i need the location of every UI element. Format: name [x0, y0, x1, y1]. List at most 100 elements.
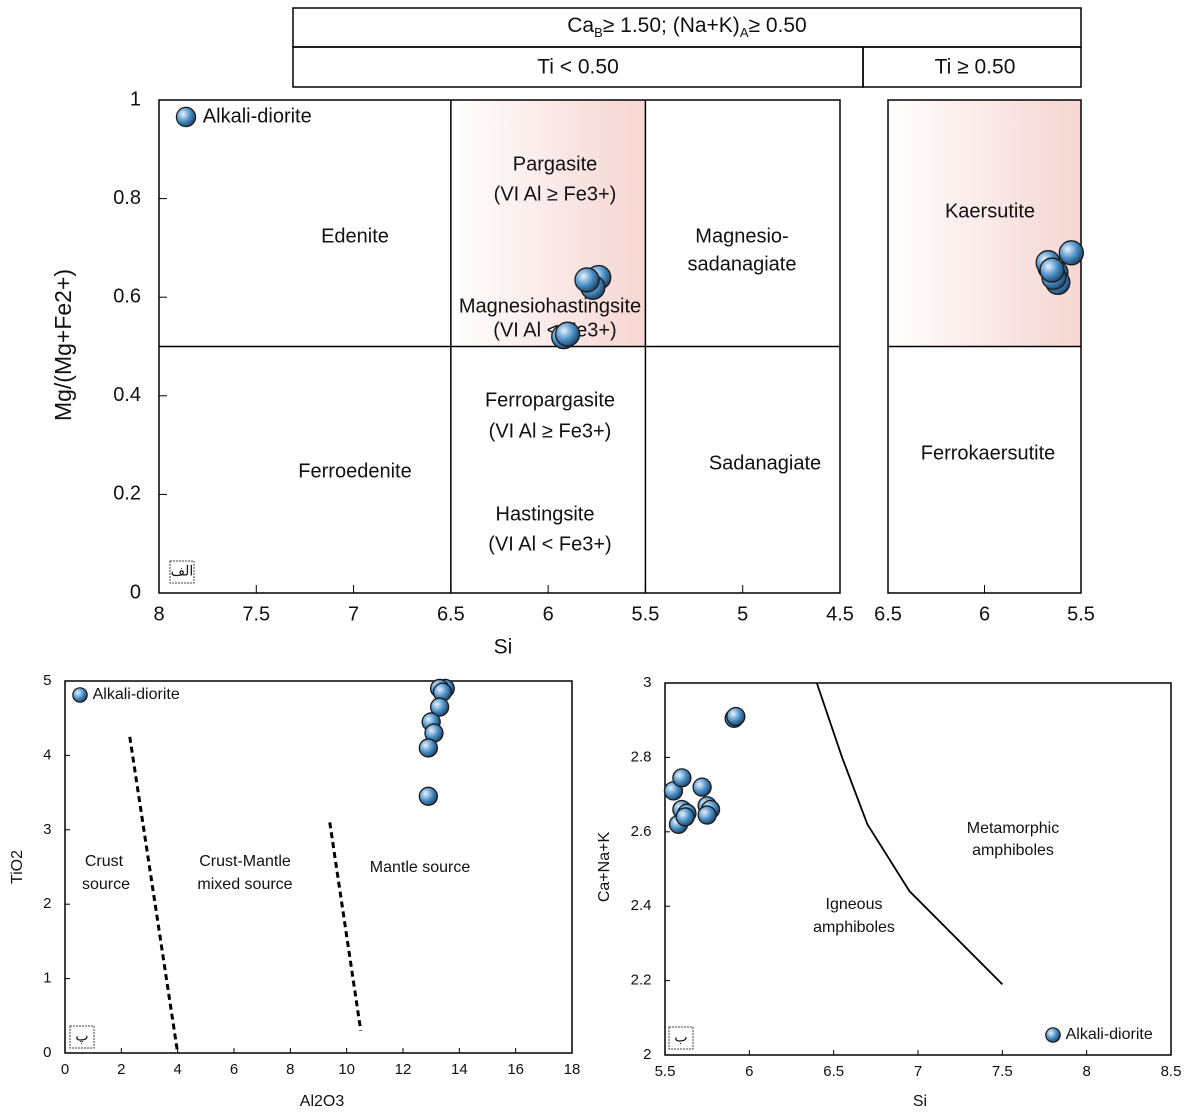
- shaded-region: [450, 100, 646, 347]
- x-axis-label: Al2O3: [300, 1093, 345, 1110]
- x-tick-label: 12: [395, 1061, 412, 1078]
- region-label: amphiboles: [813, 919, 895, 936]
- x-tick-label: 18: [564, 1061, 581, 1078]
- region-label: Sadanagiate: [709, 452, 821, 474]
- region-label: (VI Al ≥ Fe3+): [489, 420, 612, 442]
- x-tick-label: 7: [348, 603, 359, 625]
- subscript: A: [740, 25, 749, 40]
- x-tick-label: 5.5: [1067, 603, 1095, 625]
- y-tick-label: 1: [43, 970, 51, 987]
- panel-label-box: [169, 560, 195, 584]
- region-label: Ferrokaersutite: [921, 442, 1056, 464]
- region-label: Metamorphic: [967, 820, 1059, 837]
- field-boundary: [128, 736, 180, 1054]
- region-label: Magnesiohastingsite: [459, 295, 641, 317]
- x-tick-label: 6.5: [874, 603, 902, 625]
- header-box: [862, 46, 1082, 88]
- plot-frame: [664, 682, 1172, 1056]
- field-boundary: [815, 682, 1003, 985]
- x-tick-label: 8.5: [1161, 1063, 1182, 1080]
- data-point: [726, 706, 746, 727]
- x-tick-label: 6.5: [823, 1063, 844, 1080]
- region-label: Ferropargasite: [485, 389, 615, 411]
- data-point: [1058, 240, 1084, 266]
- x-tick-label: 7: [914, 1063, 922, 1080]
- x-tick-label: 5: [737, 603, 748, 625]
- panel-label: الف: [171, 563, 194, 579]
- legend-label: Alkali-diorite: [93, 686, 180, 703]
- region-label: mixed source: [197, 876, 292, 893]
- y-tick-label: 0: [130, 581, 141, 603]
- plot-frame: [64, 680, 573, 1054]
- region-label: Edenite: [321, 225, 389, 247]
- x-tick-label: 7.5: [992, 1063, 1013, 1080]
- region-label: amphiboles: [972, 842, 1054, 859]
- x-tick-label: 2: [117, 1061, 125, 1078]
- x-tick-label: 6: [979, 603, 990, 625]
- y-tick-label: 1: [130, 88, 141, 110]
- x-tick-label: 5.5: [655, 1063, 676, 1080]
- x-tick-label: 7.5: [242, 603, 270, 625]
- panel-label: پ: [75, 1028, 88, 1045]
- region-label: Hastingsite: [496, 503, 595, 525]
- data-point: [1039, 257, 1065, 283]
- y-tick-label: 3: [643, 674, 651, 691]
- y-axis-label: Ca+Na+K: [596, 832, 613, 903]
- x-tick-label: 6.5: [437, 603, 465, 625]
- region-label: Igneous: [826, 896, 883, 913]
- x-tick-label: 10: [338, 1061, 355, 1078]
- region-label: Kaersutite: [945, 200, 1035, 222]
- header-text: Ti < 0.50: [537, 56, 619, 79]
- y-tick-label: 3: [43, 821, 51, 838]
- legend-label: Alkali-diorite: [1066, 1026, 1153, 1043]
- x-tick-label: 6: [543, 603, 554, 625]
- legend-marker: [1045, 1027, 1061, 1043]
- data-point: [574, 267, 600, 293]
- y-tick-label: 2.8: [631, 748, 652, 765]
- region-label: sadanagiate: [688, 253, 797, 275]
- header-text: Ti ≥ 0.50: [935, 56, 1016, 79]
- y-tick-label: 2: [43, 895, 51, 912]
- region-label: Pargasite: [513, 153, 598, 175]
- x-tick-label: 4.5: [826, 603, 854, 625]
- y-tick-label: 2.6: [631, 823, 652, 840]
- x-axis-label: Si: [494, 636, 513, 659]
- x-tick-label: 0: [61, 1061, 69, 1078]
- y-tick-label: 0.6: [113, 285, 141, 307]
- y-tick-label: 0.4: [113, 384, 141, 406]
- region-label: Magnesio-: [695, 225, 788, 247]
- data-point: [554, 321, 581, 347]
- x-tick-label: 8: [1082, 1063, 1090, 1080]
- x-tick-label: 16: [507, 1061, 524, 1078]
- super-header: CaB≥ 1.50; (Na+K)A≥ 0.50: [567, 14, 806, 41]
- y-tick-label: 0.8: [113, 187, 141, 209]
- x-tick-label: 8: [286, 1061, 294, 1078]
- x-axis-label: Si: [913, 1093, 927, 1110]
- subscript: B: [594, 25, 603, 40]
- y-tick-label: 0.2: [113, 483, 141, 505]
- x-tick-label: 8: [153, 603, 164, 625]
- y-tick-label: 4: [43, 746, 51, 763]
- panel-label-box: [69, 1025, 95, 1049]
- region-label: Ferroedenite: [298, 460, 411, 482]
- legend-marker: [175, 106, 197, 128]
- y-axis-label: TiO2: [9, 850, 26, 884]
- x-tick-label: 14: [451, 1061, 468, 1078]
- y-tick-label: 0: [43, 1044, 51, 1061]
- data-point: [697, 805, 717, 825]
- data-point: [692, 777, 712, 797]
- x-tick-label: 6: [745, 1063, 753, 1080]
- region-label: (VI Al ≥ Fe3+): [494, 183, 617, 205]
- y-tick-label: 2.2: [631, 972, 652, 989]
- data-point: [672, 768, 692, 788]
- data-point: [418, 738, 439, 758]
- shaded-region: [888, 100, 1081, 347]
- legend-label: Alkali-diorite: [203, 105, 312, 127]
- y-tick-label: 5: [43, 672, 51, 689]
- data-point: [675, 807, 695, 827]
- y-tick-label: 2: [643, 1046, 651, 1063]
- panel-label: ب: [674, 1029, 687, 1045]
- x-tick-label: 5.5: [632, 603, 660, 625]
- x-tick-label: 6: [230, 1061, 238, 1078]
